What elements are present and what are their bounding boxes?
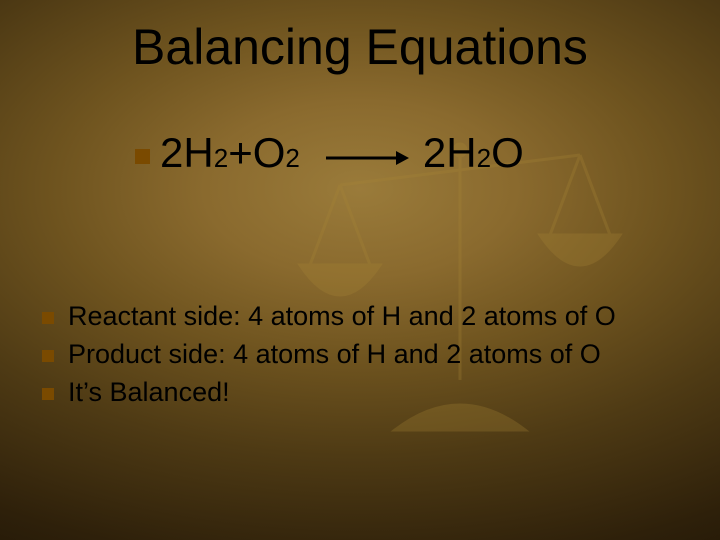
list-item-text: Reactant side: 4 atoms of H and 2 atoms … bbox=[68, 300, 616, 334]
symbol-o: O bbox=[253, 129, 286, 177]
bullet-icon bbox=[42, 388, 54, 400]
list-item-text: Product side: 4 atoms of H and 2 atoms o… bbox=[68, 338, 601, 372]
symbol-o: O bbox=[491, 129, 524, 177]
list-item: It’s Balanced! bbox=[42, 376, 660, 410]
coef-2: 2 bbox=[423, 129, 446, 177]
symbol-h: H bbox=[183, 129, 213, 177]
equation-row: 2H2 + O2 2H2O bbox=[135, 129, 524, 177]
list-item: Product side: 4 atoms of H and 2 atoms o… bbox=[42, 338, 660, 372]
bullet-icon bbox=[42, 350, 54, 362]
coef-2: 2 bbox=[160, 129, 183, 177]
list-item-text: It’s Balanced! bbox=[68, 376, 230, 410]
plus-sign: + bbox=[228, 129, 253, 177]
slide-title: Balancing Equations bbox=[0, 18, 720, 76]
bullet-icon bbox=[42, 312, 54, 324]
bullet-icon bbox=[135, 149, 150, 164]
chemical-equation: 2H2 + O2 2H2O bbox=[160, 129, 524, 177]
symbol-h: H bbox=[446, 129, 476, 177]
reaction-arrow-icon bbox=[324, 149, 409, 167]
list-item: Reactant side: 4 atoms of H and 2 atoms … bbox=[42, 300, 660, 334]
body-bullet-list: Reactant side: 4 atoms of H and 2 atoms … bbox=[42, 300, 660, 413]
